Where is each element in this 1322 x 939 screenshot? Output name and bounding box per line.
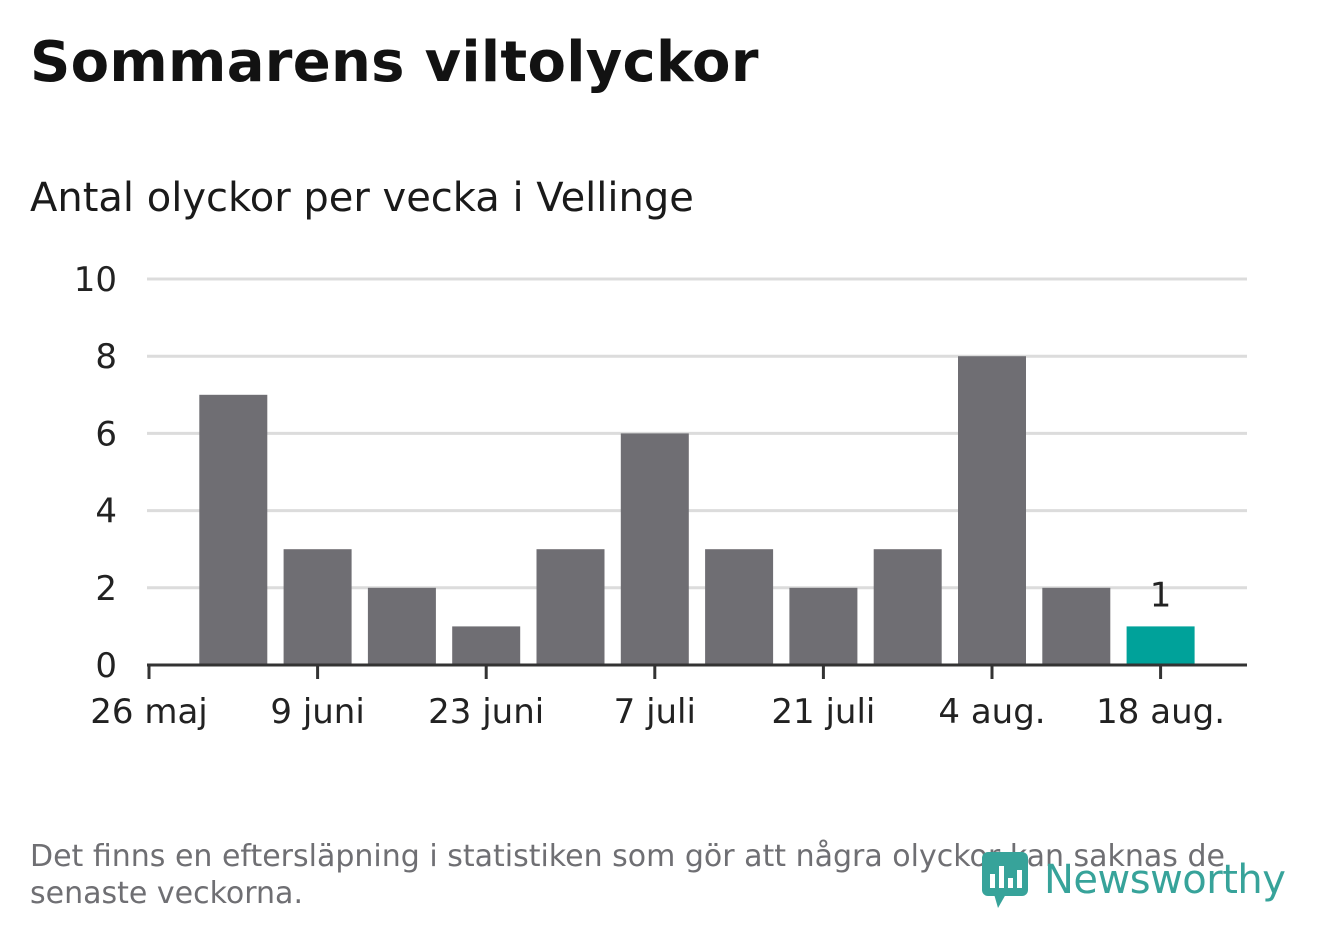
bar	[1126, 626, 1195, 665]
bars	[199, 356, 1195, 665]
bar	[705, 549, 774, 665]
bar	[958, 356, 1026, 665]
y-tick-label: 10	[74, 260, 117, 300]
chart-title: Sommarens viltolyckor	[30, 30, 759, 95]
x-tick-label: 23 juni	[428, 692, 544, 732]
x-tick-label: 21 juli	[771, 692, 875, 732]
bar	[199, 394, 268, 665]
brand-logo: Newsworthy	[980, 848, 1286, 912]
x-tick-label: 9 juni	[270, 692, 364, 732]
x-tick-label: 4 aug.	[938, 692, 1045, 732]
y-tick-label: 6	[95, 414, 117, 454]
bar	[873, 549, 942, 665]
bar	[367, 587, 436, 665]
bar	[1042, 587, 1111, 665]
bar-chart: 0 2 4 6 8 10 26 maj 9 juni 23 juni 7 juli 21 juli…	[74, 260, 1247, 732]
data-label: 1	[1150, 575, 1172, 615]
x-axis-ticks: 26 maj 9 juni 23 juni 7 juli 21 juli 4 aug. 18…	[90, 665, 1225, 732]
newsworthy-logo-icon	[982, 852, 1028, 908]
bar	[452, 626, 521, 665]
brand-name: Newsworthy	[1044, 857, 1286, 903]
x-tick-label: 26 maj	[90, 692, 207, 732]
x-tick-label: 18 aug.	[1096, 692, 1225, 732]
y-tick-label: 0	[95, 646, 117, 686]
grid-lines	[147, 277, 1247, 590]
y-tick-label: 2	[95, 569, 117, 609]
bar	[620, 433, 689, 665]
chart-subtitle: Antal olyckor per vecka i Vellinge	[30, 175, 694, 221]
bar	[283, 549, 352, 665]
data-labels: 1	[1150, 575, 1172, 615]
bar	[789, 587, 858, 665]
y-tick-label: 8	[95, 337, 117, 377]
y-tick-label: 4	[95, 492, 117, 532]
y-axis-ticks: 0 2 4 6 8 10	[74, 260, 117, 686]
bar	[536, 549, 605, 665]
x-tick-label: 7 juli	[614, 692, 696, 732]
